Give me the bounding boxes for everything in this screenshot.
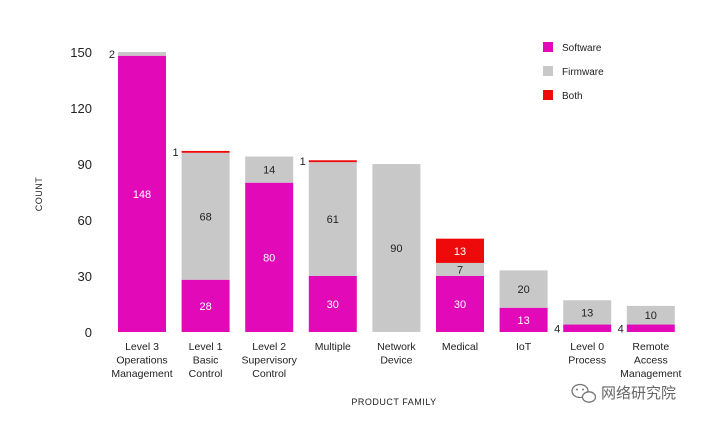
data-label: 10	[645, 310, 657, 322]
legend-label: Firmware	[562, 67, 604, 78]
bar-segment-firmware	[245, 156, 294, 183]
bar-segment-software	[308, 276, 357, 332]
data-label: 4	[554, 323, 560, 335]
data-label: 61	[327, 214, 339, 226]
y-tick-label: 0	[85, 325, 92, 340]
watermark: 网络研究院	[571, 383, 676, 403]
data-labels: 148 2 28 68 1 80 14 30 61 1 90 30 7 13 13 20 4 13 4 10	[109, 49, 657, 335]
x-tick-label: Multiple	[315, 341, 351, 353]
x-tick-label: Control	[189, 368, 223, 380]
bar-segment-firmware	[308, 162, 357, 276]
wechat-icon	[571, 383, 597, 403]
legend-swatch-both	[543, 90, 553, 100]
data-label: 14	[263, 165, 275, 177]
data-label: 28	[199, 301, 211, 313]
bar-segment-firmware	[499, 270, 548, 308]
y-tick-label: 150	[70, 45, 92, 60]
data-label: 7	[457, 264, 463, 276]
bar-segment-software	[181, 279, 230, 332]
y-tick-label: 60	[78, 213, 92, 228]
data-label: 148	[133, 189, 151, 201]
x-tick-label: Network	[377, 341, 416, 353]
bar-segment-both	[181, 150, 230, 153]
x-tick-label: Supervisory	[241, 355, 297, 367]
x-tick-label: Access	[634, 355, 668, 367]
y-tick-label: 90	[78, 157, 92, 172]
bar-segment-software	[499, 307, 548, 332]
x-tick-label: Device	[380, 355, 412, 367]
y-axis-title: COUNT	[34, 177, 44, 212]
x-tick-label: Level 3	[125, 341, 159, 353]
bar-segment-software	[436, 276, 484, 332]
data-label: 13	[581, 307, 593, 319]
data-label: 80	[263, 252, 275, 264]
legend: Software Firmware Both	[543, 42, 604, 102]
x-tick-label: Management	[111, 368, 172, 380]
y-axis-ticks: 0 30 60 90 120 150	[70, 45, 92, 340]
x-tick-label: Level 1	[189, 341, 223, 353]
bar-segment-both	[436, 238, 484, 263]
bar-segment-firmware	[181, 152, 230, 280]
data-label: 30	[454, 299, 466, 311]
data-label: 68	[199, 211, 211, 223]
legend-label: Both	[562, 91, 583, 102]
x-tick-label: Management	[620, 368, 681, 380]
legend-swatch-firmware	[543, 66, 553, 76]
x-axis-title: PRODUCT FAMILY	[351, 397, 436, 407]
legend-swatch-software	[543, 42, 553, 52]
x-tick-label: Operations	[116, 355, 167, 367]
x-tick-label: Level 2	[252, 341, 286, 353]
x-tick-label: Process	[568, 355, 606, 367]
watermark-text: 网络研究院	[601, 384, 676, 402]
bar-segment-firmware	[563, 300, 612, 325]
data-label: 90	[390, 243, 402, 255]
x-tick-label: Level 0	[570, 341, 604, 353]
data-label: 4	[618, 323, 624, 335]
x-tick-label: Basic	[193, 355, 219, 367]
x-tick-label: Medical	[442, 341, 478, 353]
x-tick-label: IoT	[516, 341, 532, 353]
x-tick-label: Control	[252, 368, 286, 380]
data-label: 1	[172, 147, 178, 159]
bar-segment-firmware	[436, 262, 484, 276]
data-label: 13	[454, 246, 466, 258]
bar-segment-firmware	[372, 164, 421, 332]
bar-segment-firmware	[626, 305, 675, 325]
data-label: 20	[517, 284, 529, 296]
y-tick-label: 30	[78, 269, 92, 284]
bar-segment-firmware	[118, 52, 166, 56]
bar-segment-software	[245, 182, 294, 332]
data-label: 1	[300, 156, 306, 168]
bar-segment-software	[626, 324, 675, 332]
data-label: 13	[517, 315, 529, 327]
bars	[118, 52, 675, 332]
data-label: 2	[109, 49, 115, 61]
x-tick-label: Remote	[632, 341, 669, 353]
legend-label: Software	[562, 43, 602, 54]
bar-segment-both	[308, 160, 357, 163]
data-label: 30	[327, 299, 339, 311]
y-tick-label: 120	[70, 101, 92, 116]
bar-segment-software	[118, 55, 166, 332]
bar-segment-software	[563, 324, 612, 332]
